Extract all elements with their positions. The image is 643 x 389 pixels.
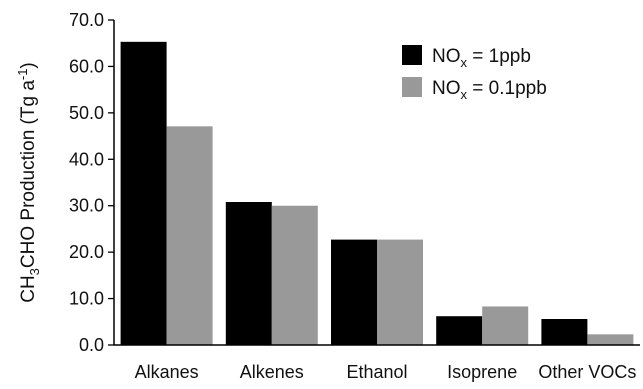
bar-other-vocs-series-1 [541, 319, 588, 345]
y-label-prefix: CH [18, 275, 39, 302]
bar-ethanol-series-1 [331, 239, 377, 345]
x-tick-label: Alkanes [135, 362, 199, 382]
bar-isoprene-series-1 [436, 316, 483, 345]
bar-ethanol-series-2 [377, 239, 423, 345]
bar-alkanes-series-1 [120, 41, 167, 345]
y-tick-label: 20.0 [69, 242, 104, 262]
bar-alkenes-series-2 [271, 205, 318, 345]
legend-label-pre: NO [432, 46, 461, 67]
y-tick-label: 10.0 [69, 289, 104, 309]
y-tick-label: 60.0 [69, 56, 104, 76]
y-label-suffix: ) [18, 62, 39, 68]
legend-label-sub: x [461, 55, 468, 70]
y-tick-label: 30.0 [69, 196, 104, 216]
x-tick-label: Isoprene [447, 362, 517, 382]
legend-label-1: NOx = 1ppb [432, 46, 531, 70]
y-axis-ticks: 0.0 10.0 20.0 30.0 40.0 50.0 60.0 70.0 [69, 10, 114, 355]
x-tick-label: Ethanol [346, 362, 407, 382]
legend-label-post: = 1ppb [467, 46, 531, 67]
legend-label-2: NOx = 0.1ppb [432, 78, 547, 102]
legend-swatch-2 [402, 77, 422, 97]
y-axis-label-group: CH3CHO Production (Tg a-1) [15, 62, 42, 303]
y-label-subscript: 3 [27, 268, 42, 275]
axes [113, 20, 640, 346]
legend-label-post: = 0.1ppb [467, 78, 547, 99]
y-tick-label: 0.0 [79, 335, 104, 355]
bars [120, 41, 634, 345]
y-tick-label: 40.0 [69, 149, 104, 169]
bar-alkenes-series-1 [225, 202, 272, 345]
legend-swatch-1 [402, 45, 422, 65]
y-label-superscript: -1 [15, 69, 30, 81]
y-tick-label: 50.0 [69, 103, 104, 123]
bar-other-vocs-series-2 [587, 334, 634, 345]
y-axis-label: CH3CHO Production (Tg a-1) [15, 62, 42, 303]
legend-label-sub: x [461, 87, 468, 102]
y-label-mid: CHO Production (Tg a [18, 80, 39, 268]
x-tick-label: Alkenes [240, 362, 304, 382]
x-tick-label: Other VOCs [538, 362, 636, 382]
y-tick-label: 70.0 [69, 10, 104, 30]
x-axis-ticks: Alkanes Alkenes Ethanol Isoprene Other VOCs [135, 362, 637, 382]
bar-isoprene-series-2 [482, 306, 529, 345]
bar-alkanes-series-2 [166, 126, 213, 345]
legend-label-pre: NO [432, 78, 461, 99]
